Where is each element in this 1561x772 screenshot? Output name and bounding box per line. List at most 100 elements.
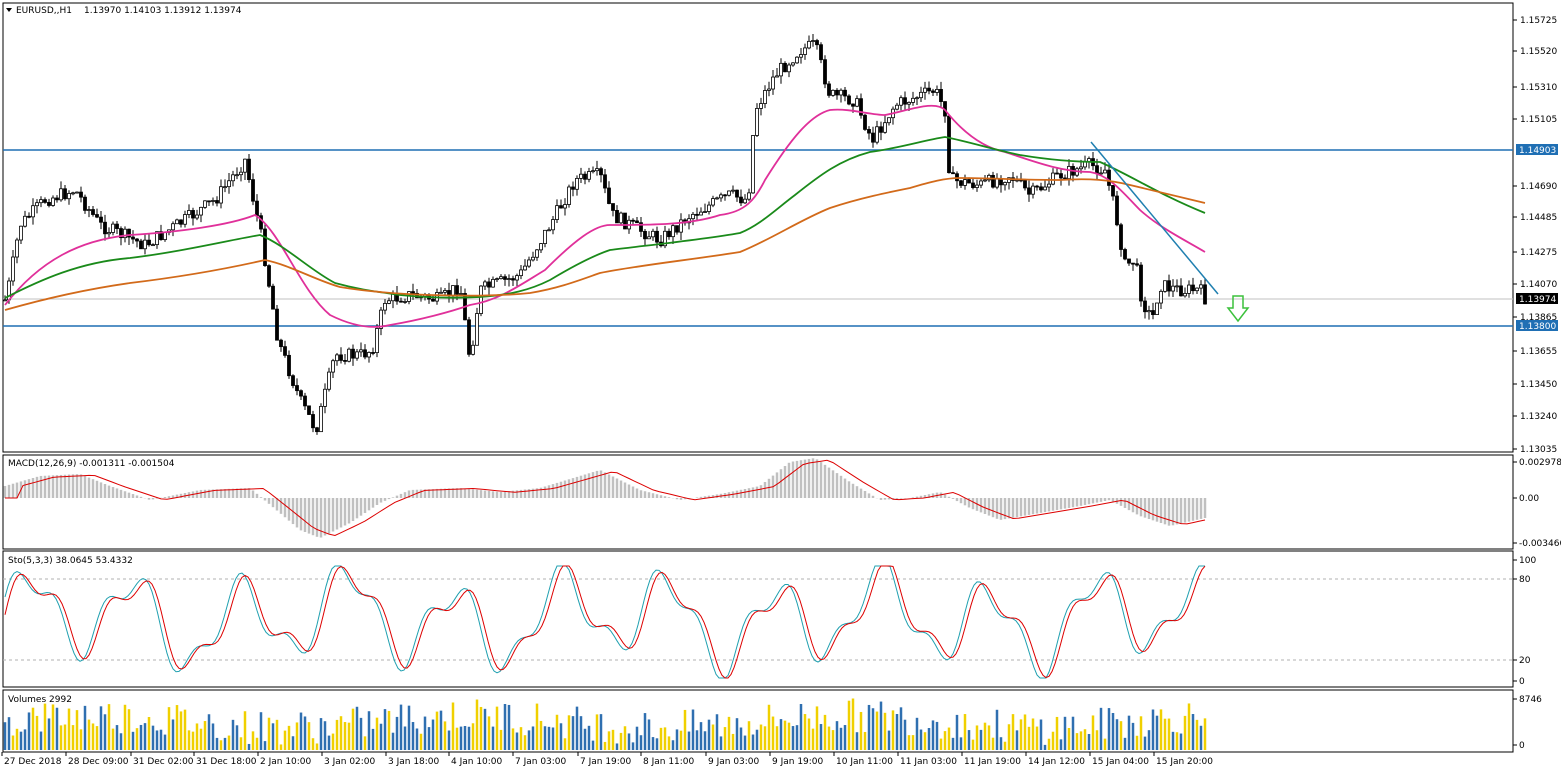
candle-body <box>275 308 279 341</box>
candle-body <box>331 360 335 373</box>
candle-body <box>1079 166 1083 170</box>
candle-body <box>471 344 475 355</box>
candle-body <box>287 354 291 377</box>
candle-body <box>187 210 191 215</box>
candle-body <box>1183 292 1187 297</box>
price-tick-label: 1.13035 <box>1520 445 1557 455</box>
candle-body <box>151 244 155 247</box>
time-tick-label: 3 Jan 18:00 <box>388 757 440 767</box>
stochastic-lines <box>4 565 1206 679</box>
time-tick-label: 15 Jan 04:00 <box>1092 757 1149 767</box>
candle-body <box>1103 169 1107 174</box>
candle-body <box>1115 195 1119 226</box>
candle-body <box>719 194 723 199</box>
horizontal-levels[interactable]: 1.14903 1.13800 <box>3 144 1558 332</box>
price-tick-label: 1.15105 <box>1520 115 1557 125</box>
candle-body <box>731 189 735 192</box>
candle-body <box>531 256 535 261</box>
candle-body <box>927 87 931 92</box>
candle-body <box>175 219 179 225</box>
candle-body <box>975 184 979 188</box>
candle-body <box>139 240 143 250</box>
candle-body <box>1187 284 1191 294</box>
candle-body <box>883 122 887 133</box>
candle-body <box>479 285 483 314</box>
candle-body <box>635 220 639 224</box>
candle-body <box>383 303 387 311</box>
candle-body <box>231 174 235 182</box>
time-tick-label: 9 Jan 03:00 <box>708 757 760 767</box>
macd-histogram <box>3 458 1207 538</box>
candle-body <box>431 298 435 302</box>
candle-body <box>739 196 743 204</box>
candle-body <box>1163 280 1167 292</box>
candle-body <box>11 256 15 282</box>
main-price-panel[interactable] <box>2 2 1514 453</box>
candle-body <box>839 89 843 96</box>
price-tick-label: 1.13450 <box>1520 380 1557 390</box>
candle-body <box>951 172 955 175</box>
candle-body <box>467 319 471 355</box>
time-tick-label: 31 Dec 18:00 <box>196 757 257 767</box>
down-arrow-icon[interactable] <box>1226 295 1250 323</box>
candle-body <box>783 62 787 73</box>
candle-body <box>1195 287 1199 292</box>
candle-body <box>755 108 759 136</box>
candle-body <box>591 170 595 173</box>
candle-body <box>271 285 275 310</box>
candle-body <box>843 89 847 97</box>
ma-slow-line <box>4 177 1206 311</box>
candle-body <box>23 215 27 227</box>
candle-body <box>879 126 883 133</box>
trendline[interactable] <box>1090 141 1219 295</box>
candle-body <box>607 187 611 204</box>
level-price-badge <box>1516 320 1558 331</box>
price-tick-label: 1.14485 <box>1520 213 1557 223</box>
candle-body <box>67 193 71 200</box>
candle-body <box>179 219 183 225</box>
candle-body <box>587 171 591 180</box>
macd-tick-label: -0.003466 <box>1519 539 1561 549</box>
candle-body <box>83 196 87 211</box>
candle-body <box>319 405 323 433</box>
candle-body <box>595 168 599 172</box>
candle-body <box>243 158 247 173</box>
candle-body <box>559 205 563 209</box>
candle-body <box>787 64 791 73</box>
candle-body <box>967 179 971 184</box>
candle-body <box>563 204 567 209</box>
candle-body <box>815 40 819 46</box>
candle-body <box>535 249 539 258</box>
candle-body <box>451 285 455 297</box>
candle-body <box>339 354 343 361</box>
candle-body <box>1119 224 1123 250</box>
candle-body <box>895 104 899 110</box>
candle-body <box>827 83 831 96</box>
macd-tick-label: 0.00 <box>1519 494 1539 504</box>
candle-body <box>147 239 151 246</box>
candle-body <box>79 191 83 198</box>
time-tick-label: 8 Jan 11:00 <box>643 757 695 767</box>
candle-body <box>347 348 351 362</box>
collapse-triangle-icon[interactable] <box>6 8 12 12</box>
candle-body <box>599 168 603 176</box>
price-tick-label: 1.14070 <box>1520 280 1557 290</box>
candle-body <box>551 219 555 231</box>
stochastic-panel[interactable] <box>2 550 1514 688</box>
candle-body <box>131 236 135 240</box>
candle-body <box>299 390 303 397</box>
candle-body <box>255 200 259 217</box>
current-price-label: 1.13974 <box>1519 295 1556 305</box>
candle-body <box>999 178 1003 186</box>
candle-body <box>259 215 263 230</box>
macd-panel[interactable] <box>2 454 1514 550</box>
candle-body <box>923 87 927 93</box>
candle-body <box>727 190 731 196</box>
candle-body <box>1055 172 1059 175</box>
candle-body <box>919 91 923 99</box>
ohlc-values: 1.13970 1.14103 1.13912 1.13974 <box>84 6 242 16</box>
candle-body <box>631 219 635 222</box>
candle-body <box>1023 180 1027 189</box>
candle-body <box>159 231 163 241</box>
